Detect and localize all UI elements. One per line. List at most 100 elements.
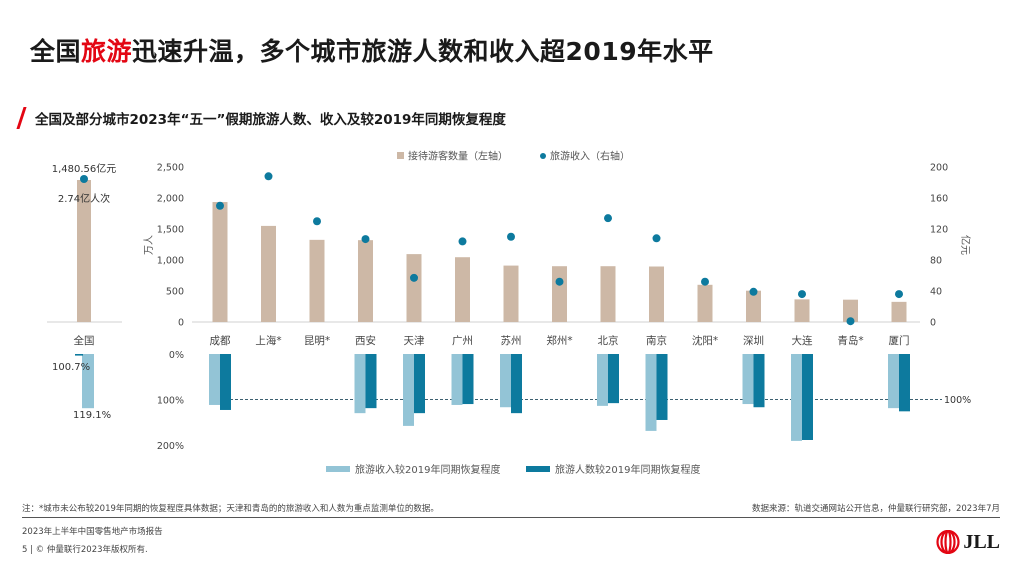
visitors-recovery-bar bbox=[462, 354, 474, 405]
left-axis-tick: 1,500 bbox=[157, 225, 184, 236]
revenue-recovery-bar bbox=[645, 354, 657, 431]
legend-revenue-swatch bbox=[540, 153, 546, 159]
legend-revenue-label: 旅游收入（右轴） bbox=[550, 150, 630, 163]
national-revenue-label: 1,480.56亿元 bbox=[52, 162, 117, 175]
revenue-recovery-bar bbox=[209, 354, 220, 405]
visitors-recovery-bar bbox=[899, 354, 910, 412]
revenue-dot bbox=[846, 317, 855, 326]
right-axis-tick: 160 bbox=[930, 194, 948, 205]
visitors-bar bbox=[697, 284, 713, 322]
revenue-recovery-bar bbox=[597, 354, 608, 406]
reference-line-label: 100% bbox=[944, 395, 971, 406]
category-label: 苏州 bbox=[501, 334, 522, 347]
category-label: 厦门 bbox=[889, 334, 910, 347]
visitors-recovery-bar bbox=[511, 354, 522, 414]
category-label: 上海* bbox=[255, 334, 281, 347]
legend-revenue-recovery-swatch bbox=[326, 466, 350, 472]
legend-visitors-label: 接待游客数量（左轴） bbox=[408, 150, 508, 163]
legend-visitors-swatch bbox=[397, 152, 404, 159]
recovery-axis-tick: 100% bbox=[157, 396, 184, 407]
left-axis-tick: 2,000 bbox=[157, 194, 184, 205]
category-label: 西安 bbox=[355, 334, 376, 347]
legend-revenue-recovery-label: 旅游收入较2019年同期恢复程度 bbox=[355, 463, 500, 476]
legend-visitors-recovery-swatch bbox=[526, 466, 550, 472]
revenue-dot bbox=[798, 290, 806, 299]
revenue-recovery-bar bbox=[791, 354, 802, 441]
national-visitors-label: 2.74亿人次 bbox=[58, 192, 110, 205]
visitors-bar bbox=[309, 239, 325, 322]
right-axis-tick: 0 bbox=[930, 318, 936, 329]
national-visitors-bar bbox=[77, 180, 91, 322]
category-label: 沈阳* bbox=[692, 334, 718, 347]
visitors-bar bbox=[649, 266, 664, 322]
right-axis-tick: 120 bbox=[930, 225, 948, 236]
chart-subtitle: 全国及部分城市2023年“五一”假期旅游人数、收入及较2019年同期恢复程度 bbox=[35, 112, 506, 128]
revenue-dot bbox=[652, 234, 661, 243]
category-label: 北京 bbox=[598, 334, 619, 347]
visitors-bar bbox=[794, 299, 810, 322]
revenue-recovery-bar bbox=[403, 354, 414, 426]
visitors-bar bbox=[503, 265, 519, 322]
category-label: 大连 bbox=[792, 334, 813, 347]
visitors-recovery-bar bbox=[608, 354, 619, 404]
visitors-recovery-bar bbox=[220, 354, 231, 410]
national-revenue-dot bbox=[80, 175, 88, 183]
report-name: 2023年上半年中国零售地产市场报告 bbox=[22, 527, 163, 537]
national-category-label: 全国 bbox=[74, 334, 95, 347]
category-label: 昆明* bbox=[304, 335, 330, 347]
title-prefix: 全国 bbox=[30, 37, 82, 66]
jll-logo: JLL bbox=[936, 530, 1000, 554]
revenue-dot bbox=[458, 237, 467, 246]
revenue-dot bbox=[313, 217, 321, 226]
revenue-dot bbox=[361, 235, 370, 244]
left-axis-tick: 2,500 bbox=[157, 163, 184, 174]
left-axis-tick: 500 bbox=[166, 287, 184, 298]
visitors-bar bbox=[212, 202, 228, 322]
left-axis-tick: 0 bbox=[178, 318, 184, 329]
chart-subtitle-block: 全国及部分城市2023年“五一”假期旅游人数、收入及较2019年同期恢复程度 bbox=[16, 107, 506, 129]
visitors-bar bbox=[455, 257, 470, 322]
revenue-dot bbox=[749, 287, 758, 296]
visitors-bar bbox=[261, 225, 276, 322]
left-axis-tick: 1,000 bbox=[157, 256, 184, 267]
visitors-bar bbox=[891, 301, 907, 322]
visitors-bar bbox=[600, 266, 616, 322]
right-axis-tick: 200 bbox=[930, 163, 948, 174]
category-label: 深圳 bbox=[743, 335, 764, 347]
visitors-recovery-bar bbox=[656, 354, 668, 420]
jll-logo-text: JLL bbox=[963, 530, 1000, 553]
visitors-bar bbox=[843, 299, 858, 322]
visitors-bar bbox=[358, 240, 373, 322]
left-axis-label: 万人 bbox=[143, 235, 155, 255]
revenue-recovery-bar bbox=[500, 354, 511, 408]
right-axis-label: 亿元 bbox=[959, 235, 972, 255]
revenue-dot bbox=[604, 214, 612, 223]
revenue-dot bbox=[507, 232, 515, 241]
revenue-recovery-bar bbox=[451, 354, 463, 405]
right-axis-tick: 80 bbox=[930, 256, 942, 267]
footnote: 注：*城市未公布较2019年同期的恢复程度具体数据；天津和青岛的的旅游收入和人数… bbox=[22, 504, 439, 514]
visitors-bar bbox=[552, 266, 567, 322]
category-label: 郑州* bbox=[546, 334, 572, 347]
visitors-bar bbox=[406, 254, 422, 322]
revenue-dot bbox=[701, 277, 709, 286]
revenue-recovery-bar bbox=[742, 354, 754, 405]
visitors-recovery-bar bbox=[753, 354, 765, 408]
revenue-dot bbox=[264, 172, 273, 181]
visitors-recovery-bar bbox=[414, 354, 425, 414]
recovery-axis-tick: 0% bbox=[169, 350, 184, 361]
visitors-recovery-bar bbox=[802, 354, 813, 440]
footer-divider bbox=[22, 517, 1000, 518]
page-title: 全国旅游迅速升温，多个城市旅游人数和收入超2019年水平 bbox=[30, 32, 714, 68]
category-label: 南京 bbox=[646, 334, 667, 347]
national-revenue-recovery-bar bbox=[82, 354, 94, 409]
revenue-dot bbox=[216, 201, 224, 210]
jll-logo-icon bbox=[936, 530, 960, 554]
national-visitors-recovery-label: 100.7% bbox=[52, 362, 90, 373]
copyright: 5 | © 仲量联行2023年版权所有. bbox=[22, 545, 148, 555]
visitors-bar bbox=[746, 290, 761, 322]
category-label: 广州 bbox=[452, 335, 473, 347]
legend-visitors-recovery-label: 旅游人数较2019年同期恢复程度 bbox=[555, 463, 700, 476]
title-suffix: 迅速升温，多个城市旅游人数和收入超2019年水平 bbox=[132, 37, 714, 66]
